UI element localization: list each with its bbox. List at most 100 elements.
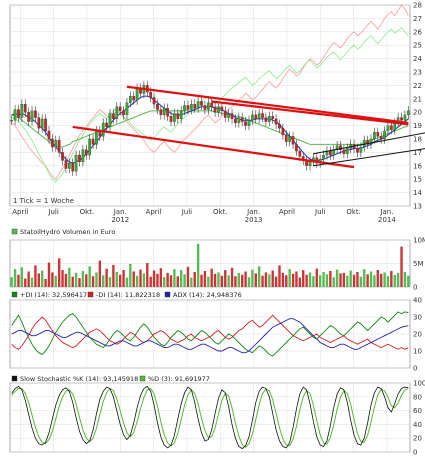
candle-body: [149, 91, 153, 98]
volume-bar: [352, 274, 356, 287]
x-tick-label: Juli: [47, 208, 58, 216]
volume-bar: [230, 267, 234, 287]
price-y-tick-label: 21: [413, 95, 422, 103]
dmi-legend-label: ADX (14): 24,948376: [173, 291, 242, 299]
candle-body: [406, 110, 410, 116]
stochastic-legend-swatch: [11, 375, 18, 382]
price-y-tick-label: 18: [413, 136, 422, 144]
candle-body: [369, 138, 373, 145]
volume-bar: [20, 267, 24, 287]
volume-bar: [254, 273, 257, 287]
candle-body: [135, 87, 139, 101]
volume-y-tick-label: 0: [413, 284, 417, 292]
dmi-series-line: [11, 311, 409, 357]
volume-bar: [186, 266, 190, 287]
volume-bar: [390, 271, 393, 287]
volume-bar: [51, 272, 54, 287]
volume-bar: [322, 271, 325, 287]
volume-bar: [149, 276, 152, 287]
candle-body: [261, 113, 264, 118]
volume-bar: [112, 264, 115, 287]
year-label: 2014: [378, 216, 396, 224]
volume-bar: [298, 277, 302, 287]
volume-bar: [61, 270, 64, 287]
candle-body: [159, 109, 163, 116]
volume-bar: [139, 269, 142, 287]
candle-body: [152, 97, 156, 105]
candle-body: [122, 110, 125, 116]
candle-body: [339, 145, 342, 150]
volume-bar: [13, 269, 17, 287]
price-y-tick-label: 28: [413, 2, 422, 10]
volume-bar: [318, 275, 322, 287]
volume-bar: [329, 271, 332, 287]
moving-average-fast: [11, 95, 409, 164]
candle-body: [173, 113, 176, 122]
price-y-tick-label: 27: [413, 15, 422, 23]
volume-bar: [274, 276, 278, 287]
candle-body: [308, 161, 312, 166]
candle-body: [193, 104, 197, 109]
candle-body: [251, 114, 254, 121]
candle-body: [379, 136, 383, 140]
candle-body: [247, 120, 251, 126]
volume-bar: [373, 275, 376, 287]
candle-body: [271, 116, 275, 120]
price-y-tick-label: 14: [413, 189, 422, 197]
volume-legend-swatch: [11, 228, 18, 235]
x-tick-label: Jan.: [379, 208, 393, 216]
candle-body: [34, 110, 37, 118]
volume-bar: [146, 263, 149, 287]
volume-bar: [217, 272, 220, 287]
stochastic-legend-label: %D (3): 91,691977: [148, 375, 210, 383]
volume-bar: [308, 272, 312, 287]
volume-bar: [135, 275, 139, 287]
volume-bar: [193, 271, 196, 287]
volume-bar: [118, 274, 122, 287]
volume-bar: [34, 265, 37, 287]
candle-body: [20, 104, 24, 118]
x-tick-label: Okt.: [213, 208, 228, 216]
candle-body: [278, 124, 281, 129]
volume-bar: [288, 269, 291, 287]
x-tick-label: Juli: [314, 208, 325, 216]
candle-body: [254, 114, 258, 120]
volume-bar: [105, 268, 108, 287]
candle-body: [27, 112, 30, 122]
volume-bar: [142, 273, 146, 287]
volume-bar: [346, 275, 349, 287]
candle-body: [264, 117, 268, 122]
trendline-channel-lower: [72, 125, 355, 169]
volume-bar: [244, 271, 247, 287]
dmi-y-tick-label: 0: [413, 365, 417, 373]
candle-body: [112, 113, 115, 120]
candle-body: [67, 162, 71, 169]
volume-bar: [156, 273, 159, 287]
trendline-breakout: [211, 100, 409, 126]
volume-bar: [383, 272, 386, 287]
volume-bar: [159, 268, 163, 287]
candle-body: [213, 106, 217, 113]
stochastic-y-tick-label: 100: [413, 380, 425, 388]
stochastic-k-line: [11, 385, 409, 450]
candle-body: [71, 162, 75, 172]
candle-body: [183, 105, 186, 112]
candle-body: [383, 130, 386, 140]
volume-bar: [342, 272, 346, 287]
candle-body: [81, 149, 85, 162]
price-y-tick-label: 20: [413, 109, 422, 117]
stochastic-y-tick-label: 60: [413, 407, 422, 415]
volume-bar: [78, 278, 81, 287]
volume-y-tick-label: 5M: [413, 260, 424, 268]
volume-bar: [54, 275, 57, 287]
candle-body: [132, 95, 136, 101]
price-y-tick-label: 15: [413, 176, 422, 184]
candle-body: [315, 157, 319, 164]
volume-bar: [129, 263, 132, 287]
candle-body: [101, 122, 105, 137]
year-label: 2013: [245, 216, 263, 224]
x-tick-label: Okt.: [346, 208, 361, 216]
candle-body: [129, 95, 132, 103]
candle-body: [322, 154, 325, 160]
volume-bar: [261, 275, 264, 287]
